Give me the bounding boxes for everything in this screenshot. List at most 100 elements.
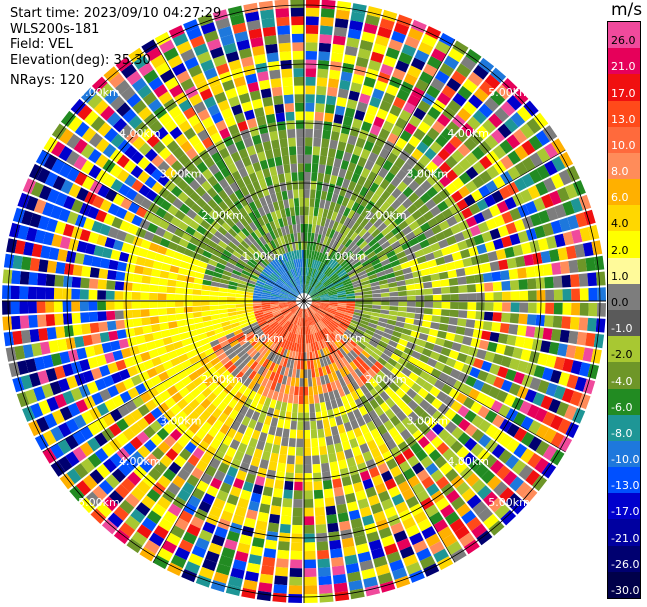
range-gate [167, 482, 181, 496]
range-gate [378, 340, 388, 349]
range-gate [551, 138, 566, 155]
range-gate [245, 473, 256, 484]
range-gate [268, 461, 278, 471]
range-gate [102, 375, 115, 388]
azimuth-spoke [42, 149, 305, 302]
range-gate [213, 361, 224, 371]
range-gate [138, 62, 154, 77]
range-gate [431, 315, 441, 323]
range-gate [376, 250, 386, 259]
range-gate [361, 283, 371, 289]
range-gate [346, 383, 355, 393]
range-gate [207, 225, 218, 235]
range-gate [328, 294, 338, 297]
range-gate [451, 149, 465, 163]
range-gate [471, 479, 486, 494]
range-gate [268, 262, 276, 271]
range-gate [309, 306, 317, 313]
range-gate [365, 200, 375, 211]
range-gate [228, 192, 239, 204]
range-gate [378, 490, 391, 503]
range-gate [329, 295, 338, 299]
colorbar-label: -13.0 [611, 479, 640, 493]
range-gate [413, 511, 428, 524]
range-gate [237, 230, 247, 240]
range-gate [106, 310, 116, 321]
range-gate [418, 333, 429, 341]
range-gate [124, 272, 134, 282]
range-gate [291, 250, 296, 260]
range-gate [398, 52, 413, 65]
range-gate [308, 307, 314, 315]
range-gate [200, 398, 212, 410]
range-gate [150, 276, 160, 285]
range-gate [557, 247, 569, 261]
range-gate [334, 379, 342, 390]
range-gate [269, 166, 278, 177]
range-gate [280, 208, 287, 218]
range-gate [535, 440, 550, 457]
range-gate [262, 140, 272, 151]
range-gate [297, 421, 304, 431]
range-gate [106, 280, 116, 290]
range-gate [210, 310, 220, 316]
range-gate [122, 427, 136, 441]
range-gate [432, 308, 442, 316]
range-gate [137, 84, 152, 99]
range-gate [287, 446, 296, 456]
range-gate [309, 198, 315, 207]
range-gate [595, 318, 606, 333]
range-gate [498, 186, 512, 200]
range-gate [347, 241, 356, 251]
range-gate [295, 334, 299, 343]
range-gate [237, 283, 247, 289]
range-gate [308, 276, 312, 286]
range-gate [300, 267, 303, 276]
range-gate [341, 196, 350, 207]
range-gate [72, 446, 87, 462]
range-gate [262, 308, 272, 312]
range-gate [186, 324, 196, 332]
range-gate [398, 338, 409, 347]
range-gate [145, 341, 157, 351]
range-gate [276, 365, 283, 375]
range-gate [164, 166, 177, 179]
range-gate [397, 480, 411, 493]
range-gate [363, 178, 373, 190]
range-gate [176, 422, 188, 435]
range-gate [550, 173, 565, 189]
range-gate [301, 249, 304, 259]
range-gate [337, 304, 347, 308]
range-gate [350, 258, 360, 266]
range-gate [335, 222, 343, 233]
range-gate [267, 157, 276, 168]
range-gate [146, 488, 161, 503]
range-gate [103, 66, 120, 82]
range-gate [458, 285, 468, 293]
range-gate [319, 593, 334, 603]
range-gate [417, 436, 430, 449]
range-gate [458, 302, 468, 310]
range-gate [274, 575, 288, 586]
range-gate [192, 361, 203, 371]
range-gate [445, 489, 460, 504]
range-gate [301, 308, 304, 318]
range-gate [140, 128, 154, 142]
range-gate [112, 350, 124, 361]
range-gate [476, 243, 488, 255]
range-gate [107, 226, 119, 239]
range-gate [109, 73, 125, 89]
range-gate [171, 392, 183, 404]
range-gate [290, 333, 295, 343]
range-gate [166, 301, 176, 308]
range-gate [597, 287, 606, 301]
range-gate [383, 245, 394, 254]
range-gate [87, 231, 99, 244]
range-gate [158, 518, 174, 532]
azimuth-spoke [42, 300, 305, 453]
range-gate [355, 387, 365, 398]
range-gate [382, 120, 394, 133]
range-gate [207, 198, 218, 210]
range-gate [267, 331, 276, 339]
range-gate [374, 329, 384, 336]
